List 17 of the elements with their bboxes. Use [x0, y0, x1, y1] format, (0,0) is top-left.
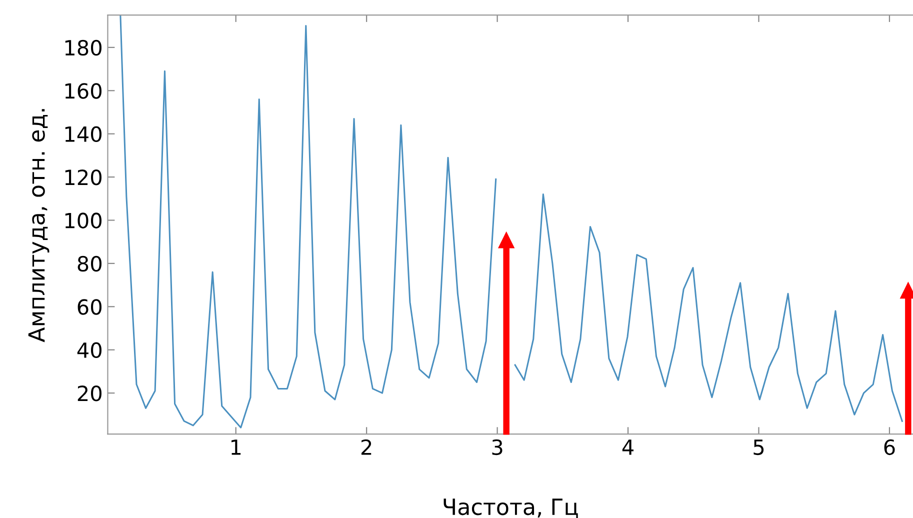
x-tick-label: 5	[754, 440, 764, 456]
y-tick-label: 180	[65, 40, 102, 56]
y-axis-title: Амплитуда, отн. ед.	[28, 109, 50, 342]
y-tick-label: 100	[65, 212, 102, 228]
y-tick-label: 160	[65, 83, 102, 99]
y-tick-label: 60	[78, 299, 102, 315]
x-tick-label: 4	[622, 440, 634, 455]
y-tick-label: 20	[78, 385, 102, 402]
y-tick-label: 80	[78, 256, 102, 272]
x-tick-label: 3	[492, 439, 502, 456]
y-tick-label: 140	[65, 126, 102, 142]
x-tick-label: 1	[232, 440, 241, 455]
x-tick-label: 2	[361, 439, 372, 455]
x-axis-title: Частота, Гц	[444, 498, 578, 518]
y-tick-label: 40	[77, 342, 102, 358]
y-tick-label: 120	[65, 169, 102, 186]
x-tick-label: 6	[884, 439, 895, 456]
